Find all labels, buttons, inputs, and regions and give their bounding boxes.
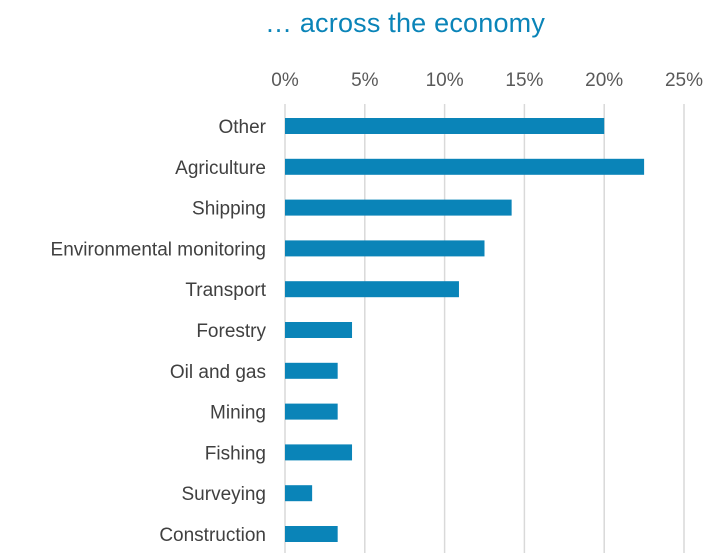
bars [285, 118, 645, 542]
category-label: Transport [185, 280, 266, 301]
category-label: Construction [159, 525, 266, 546]
x-axis-tick-labels: 0% 5% 10% 15% 20% 25% [271, 70, 703, 91]
x-tick-label: 5% [351, 70, 379, 91]
category-label: Mining [210, 403, 266, 424]
category-label: Agriculture [175, 158, 266, 179]
x-tick-label: 10% [426, 70, 464, 91]
bar-transport [285, 281, 459, 298]
bar-environmental-monitoring [285, 240, 485, 257]
chart-title: … across the economy [264, 8, 546, 38]
bar-oil-and-gas [285, 362, 338, 379]
x-tick-label: 0% [271, 70, 299, 91]
gridlines [284, 104, 685, 553]
bar-fishing [285, 444, 353, 461]
x-tick-label: 20% [585, 70, 623, 91]
category-label: Oil and gas [170, 362, 266, 383]
bar-agriculture [285, 158, 645, 175]
bar-surveying [285, 485, 313, 502]
bar-other [285, 118, 605, 134]
category-label: Environmental monitoring [51, 239, 266, 260]
category-label: Shipping [192, 199, 266, 220]
bar-construction [285, 526, 338, 542]
category-label: Fishing [205, 443, 266, 464]
bar-forestry [285, 322, 353, 338]
x-tick-label: 25% [665, 70, 703, 91]
category-label: Surveying [182, 484, 267, 505]
category-label: Forestry [196, 321, 266, 342]
category-labels: Other Agriculture Shipping Environmental mo… [51, 117, 267, 546]
bar-shipping [285, 199, 512, 216]
x-tick-label: 15% [505, 70, 543, 91]
bar-mining [285, 403, 338, 420]
category-label: Other [218, 117, 266, 138]
